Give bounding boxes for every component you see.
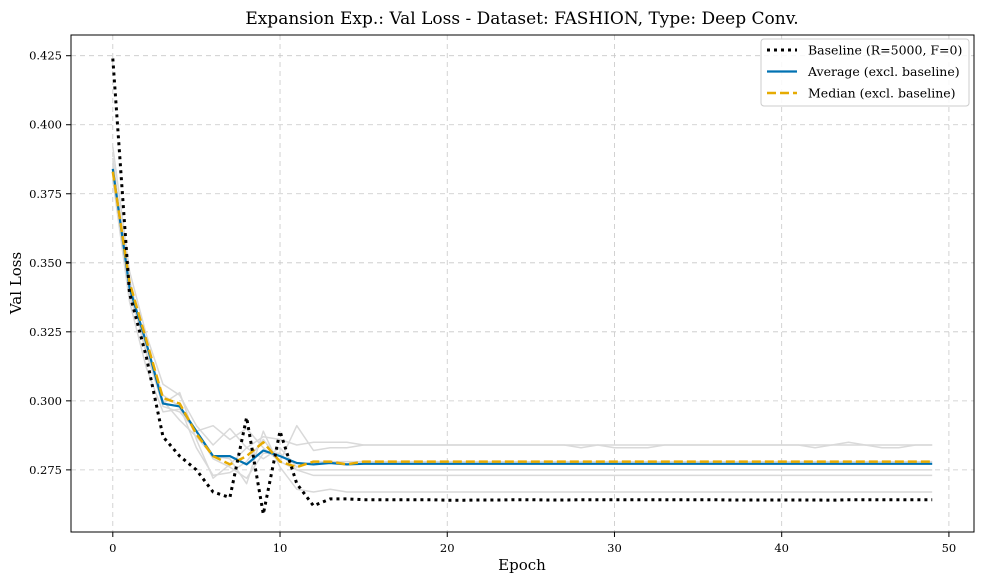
chart-title: Expansion Exp.: Val Loss - Dataset: FASH… bbox=[245, 9, 798, 29]
y-tick-label: 0.400 bbox=[29, 118, 62, 132]
x-tick-label: 40 bbox=[774, 541, 789, 555]
y-tick-label: 0.425 bbox=[29, 49, 62, 63]
y-tick-label: 0.300 bbox=[29, 394, 62, 408]
legend-label-0: Baseline (R=5000, F=0) bbox=[808, 43, 962, 58]
background-run-line bbox=[112, 168, 933, 493]
x-tick-label: 30 bbox=[607, 541, 622, 555]
y-axis: 0.275 0.300 0.325 0.350 0.375 0.400 0.425 bbox=[29, 49, 71, 477]
legend-label-1: Average (excl. baseline) bbox=[807, 64, 960, 79]
legend-label-2: Median (excl. baseline) bbox=[808, 86, 956, 101]
x-axis-label: Epoch bbox=[498, 556, 546, 574]
series-line-1 bbox=[111, 168, 933, 466]
y-tick-label: 0.350 bbox=[29, 256, 62, 270]
x-tick-label: 10 bbox=[273, 541, 288, 555]
y-tick-label: 0.375 bbox=[29, 187, 62, 201]
y-tick-label: 0.275 bbox=[29, 463, 62, 477]
x-tick-label: 20 bbox=[440, 541, 455, 555]
x-tick-label: 0 bbox=[109, 541, 116, 555]
y-tick-label: 0.325 bbox=[29, 325, 62, 339]
plot-frame bbox=[70, 34, 975, 533]
background-run-line bbox=[112, 179, 933, 463]
background-run-line bbox=[112, 157, 933, 477]
series-line-2 bbox=[111, 171, 933, 469]
grid bbox=[71, 35, 974, 532]
x-tick-label: 50 bbox=[942, 541, 957, 555]
y-axis-label: Val Loss bbox=[7, 252, 25, 315]
series-lines bbox=[111, 58, 933, 516]
x-axis: 0 10 20 30 40 50 bbox=[109, 532, 956, 555]
legend-box bbox=[760, 38, 970, 107]
legend: Baseline (R=5000, F=0) Average (excl. bas… bbox=[760, 38, 970, 107]
